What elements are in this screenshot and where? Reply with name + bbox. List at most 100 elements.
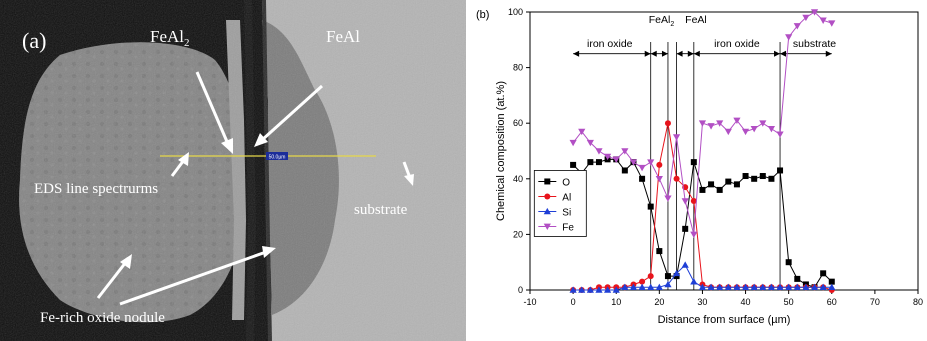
- scale-tag: [266, 152, 288, 160]
- data-point: [595, 286, 603, 293]
- x-tick-label: 80: [913, 297, 923, 307]
- data-point: [733, 283, 741, 291]
- data-point: [820, 270, 827, 277]
- x-tick-label: 0: [571, 297, 576, 307]
- arrow-head: [687, 50, 694, 57]
- data-point: [725, 178, 732, 185]
- arrow-head: [676, 50, 683, 57]
- y-tick-label: 20: [513, 229, 523, 239]
- data-point: [724, 283, 732, 291]
- data-point: [578, 286, 586, 293]
- data-point: [785, 259, 792, 266]
- data-point: [595, 159, 602, 166]
- feal2-label: FeAl2: [150, 27, 190, 49]
- legend-label: Fe: [562, 222, 574, 233]
- data-point: [672, 269, 681, 277]
- data-point: [664, 120, 671, 127]
- region-label-feal: FeAl: [685, 14, 707, 26]
- data-point: [802, 14, 810, 22]
- data-point: [647, 203, 654, 210]
- data-point: [587, 159, 594, 166]
- data-point: [543, 223, 551, 231]
- data-point: [595, 148, 603, 155]
- data-point: [672, 134, 681, 141]
- data-point: [656, 161, 663, 168]
- nodule-label: Fe-rich oxide nodule: [40, 310, 165, 326]
- region-annotations: iron oxide iron oxide substrate FeAl2 FeAl: [573, 14, 836, 290]
- data-point: [785, 34, 793, 41]
- y-tick-label: 60: [513, 118, 523, 128]
- data-point: [777, 167, 784, 174]
- x-tick-label: -10: [523, 297, 536, 307]
- data-point: [612, 286, 620, 293]
- data-point: [698, 120, 707, 127]
- data-point: [759, 173, 766, 180]
- region-label-iron-oxide-2: iron oxide: [714, 38, 760, 50]
- data-point: [690, 231, 698, 238]
- data-point: [741, 128, 750, 136]
- x-tick-label: 40: [741, 297, 751, 307]
- data-point: [776, 131, 784, 138]
- data-point: [655, 283, 663, 291]
- data-point: [664, 273, 671, 280]
- data-point: [810, 283, 819, 291]
- data-point: [767, 125, 776, 133]
- x-tick-label: 60: [827, 297, 837, 307]
- series-o: [570, 156, 835, 291]
- data-point: [682, 225, 689, 232]
- region-label-feal2: FeAl2: [649, 14, 675, 28]
- eds-label: EDS line spectrurms: [34, 181, 158, 197]
- data-point: [647, 283, 655, 291]
- data-point: [655, 176, 663, 183]
- data-point: [733, 181, 740, 188]
- data-point: [793, 23, 801, 30]
- data-point: [638, 164, 646, 172]
- data-point: [742, 173, 749, 180]
- data-point: [664, 195, 672, 202]
- data-point: [639, 175, 646, 182]
- data-point: [621, 283, 629, 291]
- data-point: [621, 167, 628, 174]
- x-tick-label: 10: [611, 297, 621, 307]
- data-point: [767, 283, 776, 291]
- y-tick-label: 100: [508, 7, 523, 17]
- data-point: [802, 283, 810, 291]
- data-point: [768, 175, 775, 182]
- data-point: [759, 283, 767, 291]
- data-point: [664, 280, 672, 288]
- plot-frame: [529, 11, 919, 291]
- data-point: [716, 120, 724, 127]
- y-tick-label: 40: [513, 174, 523, 184]
- data-point: [639, 278, 646, 285]
- data-point: [612, 156, 620, 163]
- data-point: [656, 248, 663, 255]
- data-point: [810, 9, 819, 16]
- x-tick-label: 50: [784, 297, 794, 307]
- data-point: [647, 273, 654, 280]
- annotation-arrows: [96, 71, 414, 306]
- region-label-iron-oxide: iron oxide: [587, 38, 633, 50]
- data-point: [751, 175, 758, 182]
- series-line: [573, 123, 832, 291]
- arrow-head: [573, 50, 580, 57]
- panel-a-label: (a): [22, 28, 46, 53]
- y-tick-label: 80: [513, 63, 523, 73]
- y-axis-label: Chemical composition (at.%): [495, 81, 507, 221]
- data-point: [586, 286, 594, 293]
- data-point: [647, 159, 655, 166]
- data-point: [819, 17, 827, 24]
- data-point: [621, 148, 629, 155]
- data-point: [690, 159, 697, 166]
- arrow-head: [774, 50, 781, 57]
- region-label-substrate: substrate: [793, 38, 836, 50]
- series-si: [569, 261, 836, 293]
- data-point: [707, 123, 715, 130]
- data-point: [629, 159, 638, 166]
- x-axis-label: Distance from surface (µm): [658, 314, 791, 326]
- substrate-label: substrate: [354, 202, 408, 218]
- data-point: [690, 198, 697, 205]
- data-point: [544, 193, 551, 200]
- x-tick-label: 30: [697, 297, 707, 307]
- data-point: [570, 161, 577, 168]
